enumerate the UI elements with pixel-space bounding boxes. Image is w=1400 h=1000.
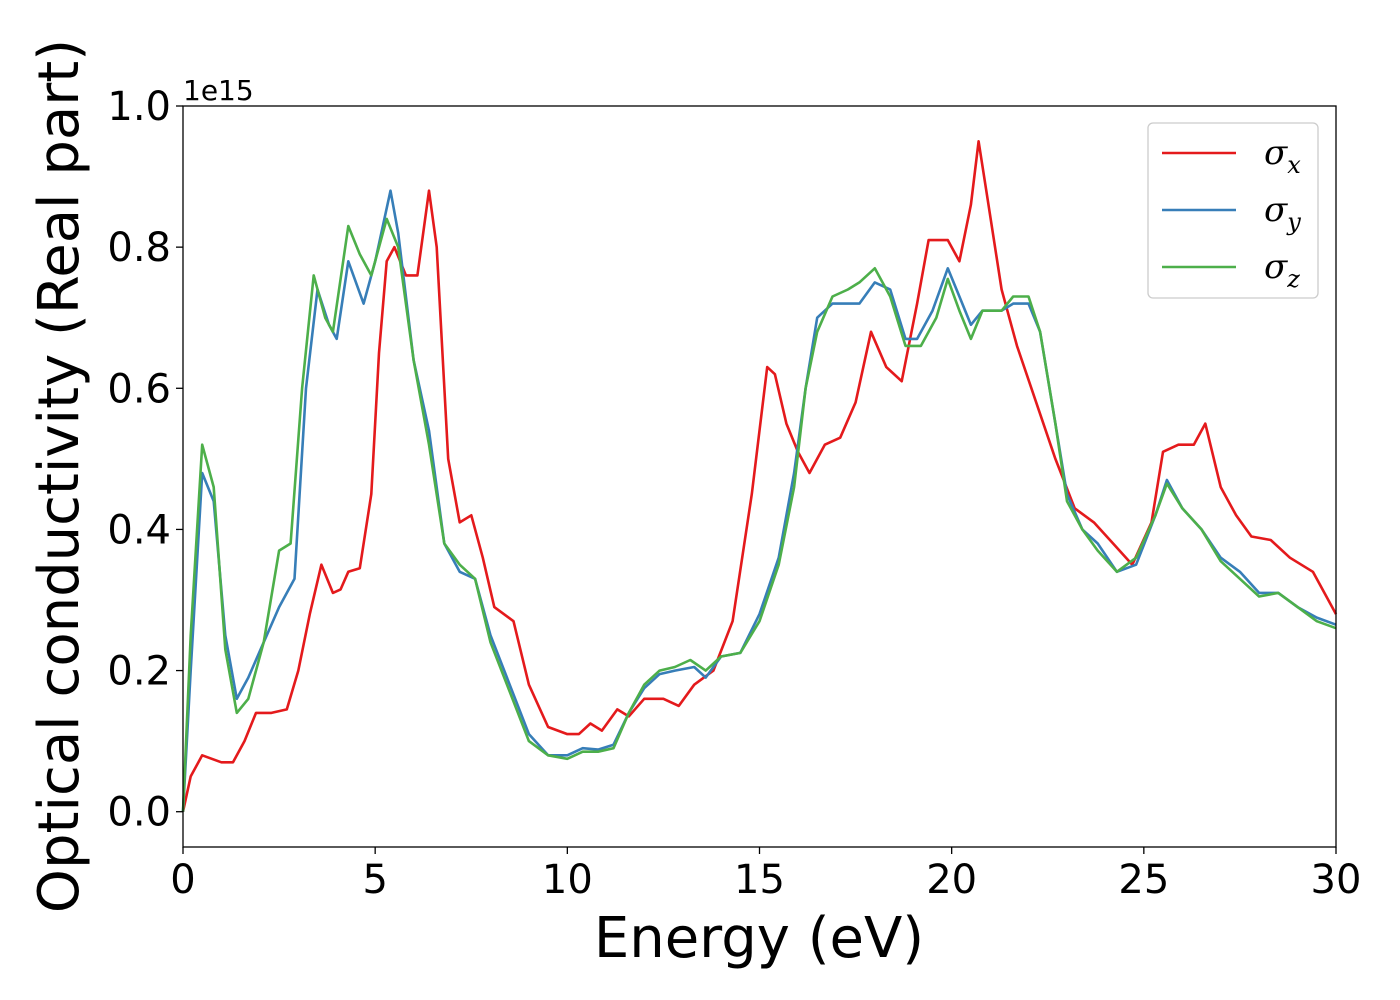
legend-label-x: σx xyxy=(1264,133,1301,179)
x-tick-label: 5 xyxy=(362,857,387,903)
y-tick-label: 0.6 xyxy=(107,366,171,412)
legend-symbol: σ xyxy=(1264,247,1288,287)
legend-symbol: σ xyxy=(1264,190,1288,230)
y-tick-label: 0.8 xyxy=(107,225,171,271)
y-axis-ticks: 0.0 0.2 0.4 0.6 0.8 1.0 xyxy=(107,84,183,836)
x-tick-label: 20 xyxy=(926,857,977,903)
x-tick-label: 30 xyxy=(1311,857,1362,903)
y-tick-label: 1.0 xyxy=(107,84,171,130)
x-tick-label: 10 xyxy=(542,857,593,903)
series-line-x xyxy=(181,140,1338,812)
legend-subscript: x xyxy=(1287,151,1301,179)
y-tick-label: 0.2 xyxy=(107,649,171,695)
legend-subscript: z xyxy=(1286,265,1300,293)
y-axis-label: Optical conductivity (Real part) xyxy=(27,39,92,913)
y-tick-label: 0.4 xyxy=(107,507,171,553)
series-layer xyxy=(181,140,1338,812)
legend-label-y: σy xyxy=(1264,190,1301,236)
legend-label-z: σz xyxy=(1264,247,1300,293)
y-offset-label: 1e15 xyxy=(183,74,254,107)
x-tick-label: 0 xyxy=(170,857,195,903)
x-tick-label: 15 xyxy=(734,857,785,903)
x-axis-label: Energy (eV) xyxy=(594,906,924,971)
x-axis-ticks: 0 5 10 15 20 25 30 xyxy=(170,847,1361,903)
x-tick-label: 25 xyxy=(1118,857,1169,903)
series-line-z xyxy=(181,217,1337,812)
y-tick-label: 0.0 xyxy=(107,790,171,836)
legend-subscript: y xyxy=(1286,208,1301,236)
legend-symbol: σ xyxy=(1264,133,1288,173)
